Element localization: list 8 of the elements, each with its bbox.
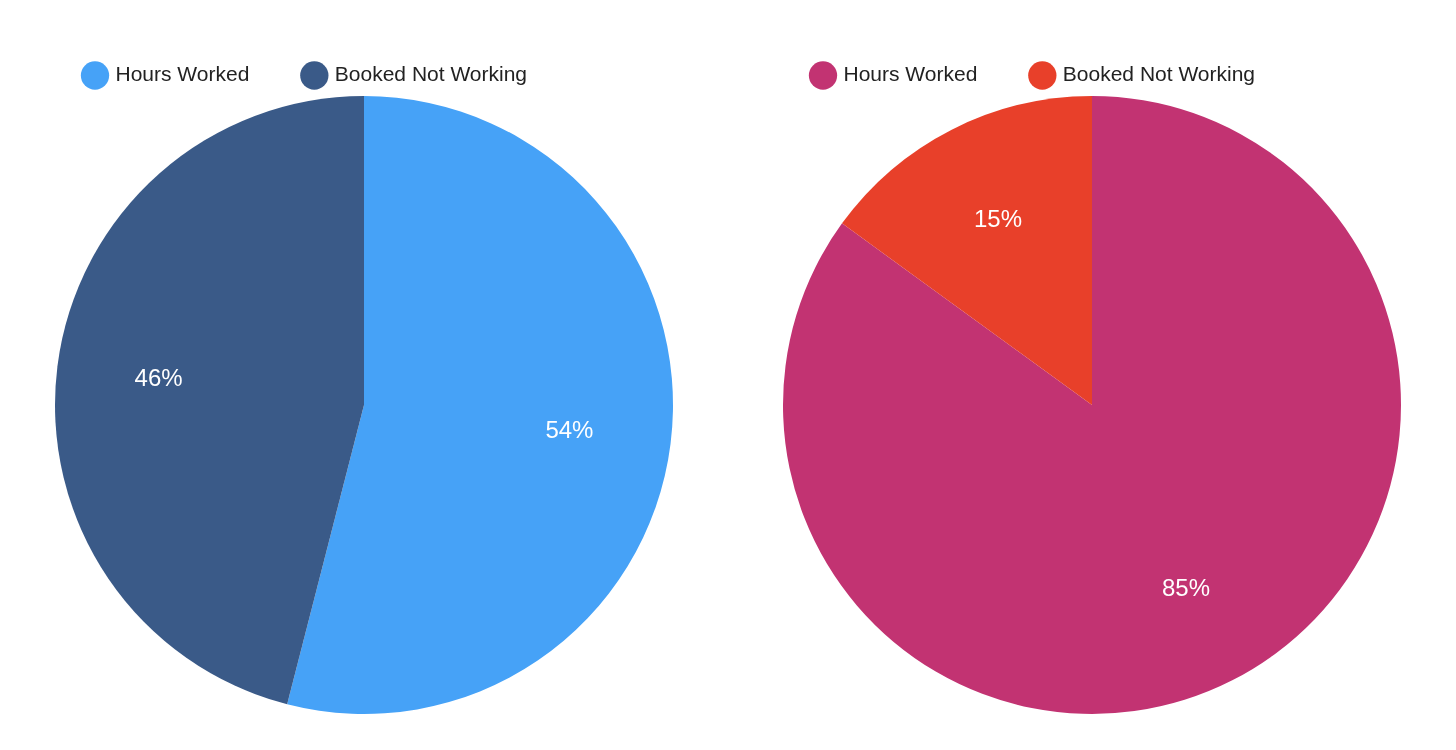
data-label: 85% — [1161, 574, 1211, 602]
data-label: 15% — [973, 205, 1023, 233]
data-label: 46% — [134, 363, 183, 391]
legend-label: Hours Worked — [115, 62, 250, 86]
legend-label: Hours Worked — [843, 62, 978, 86]
data-label: 54% — [545, 415, 594, 443]
legend-label: Booked Not Working — [1062, 62, 1256, 86]
legend-label: Booked Not Working — [334, 62, 528, 86]
